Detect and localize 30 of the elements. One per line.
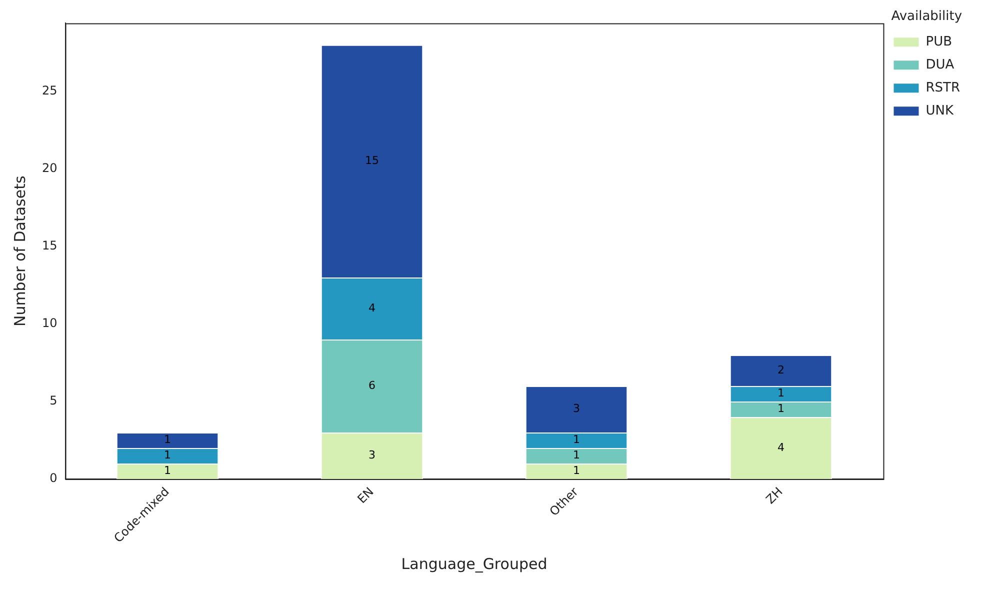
legend-label: DUA (926, 57, 954, 72)
x-axis-title: Language_Grouped (401, 554, 548, 573)
y-tick-label: 0 (50, 471, 58, 486)
y-tick-label: 20 (42, 161, 58, 176)
data-label: 1 (573, 433, 580, 446)
data-label: 6 (368, 378, 376, 392)
y-tick-label: 10 (42, 316, 58, 330)
y-tick-label: 5 (50, 394, 58, 408)
y-tick-label: 25 (42, 84, 58, 98)
y-tick-label: 15 (42, 238, 58, 253)
data-label: 2 (777, 363, 784, 376)
legend-title: Availability (891, 8, 962, 24)
data-label: 1 (573, 464, 580, 478)
data-label: 3 (573, 402, 580, 416)
data-label: 3 (368, 448, 376, 462)
legend-label: PUB (926, 34, 952, 50)
data-label: 1 (777, 386, 784, 400)
y-axis-title: Number of Datasets (10, 176, 29, 327)
data-label: 1 (164, 448, 172, 462)
data-label: 1 (164, 464, 172, 478)
data-label: 1 (573, 448, 580, 462)
data-label: 4 (368, 301, 376, 314)
legend-label: RSTR (926, 80, 960, 96)
data-label: 15 (365, 154, 380, 168)
data-label: 1 (777, 402, 784, 416)
data-label: 4 (777, 440, 784, 454)
legend-label: UNK (926, 103, 954, 118)
x-tick-label: ZH (763, 484, 786, 507)
data-label: 1 (164, 433, 172, 446)
x-tick-label: EN (354, 484, 376, 506)
